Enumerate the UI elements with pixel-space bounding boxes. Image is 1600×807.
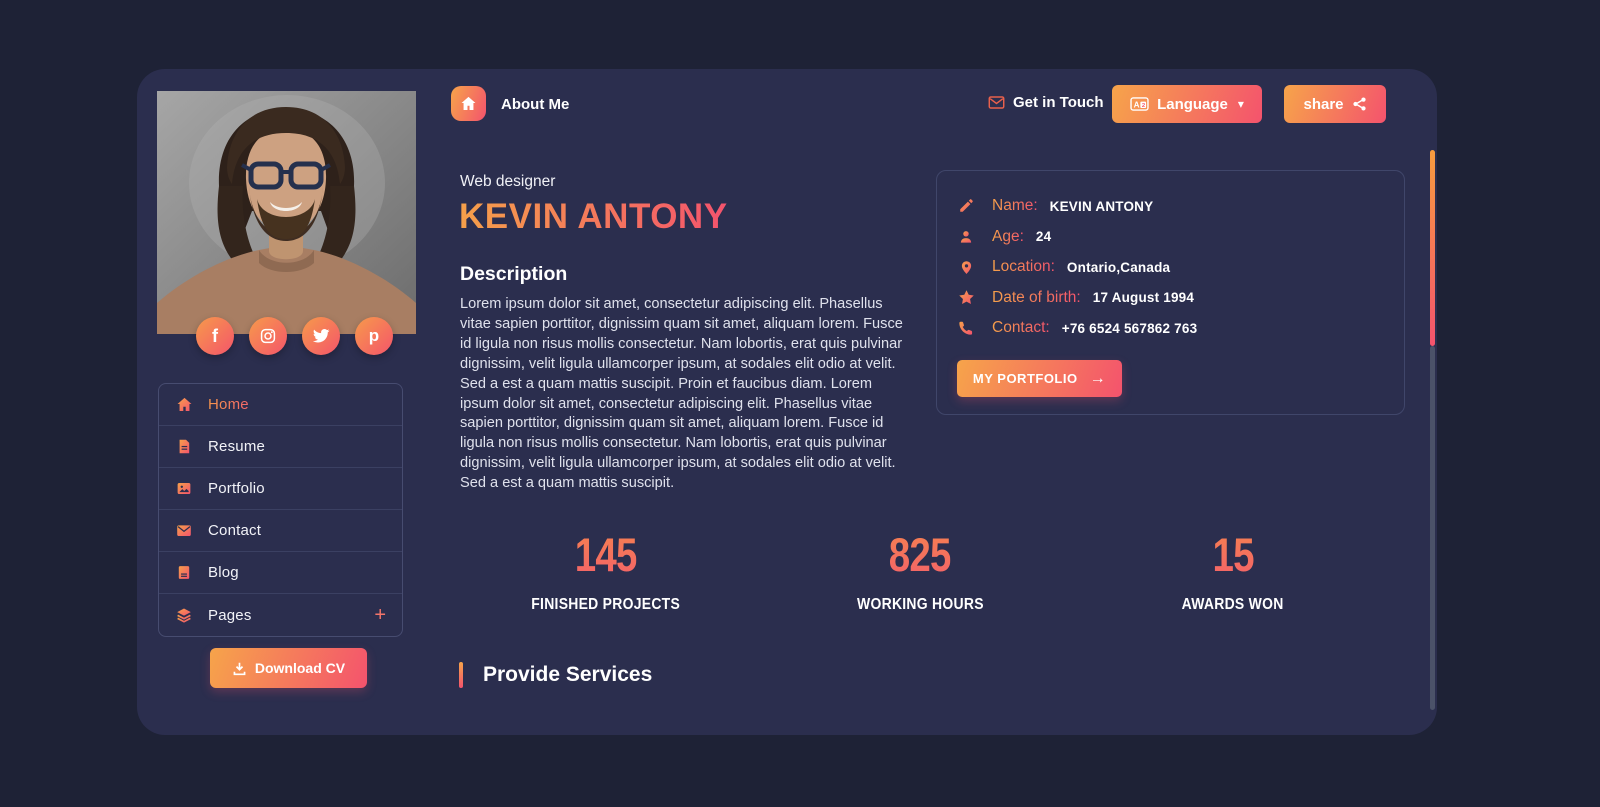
sidebar-item-contact[interactable]: Contact	[159, 510, 402, 552]
get-in-touch-link[interactable]: Get in Touch	[988, 94, 1104, 111]
sidebar-item-label: Contact	[208, 522, 262, 539]
phone-icon	[957, 320, 975, 336]
stat-finished-projects: 145 FINISHED PROJECTS	[456, 527, 756, 614]
info-label: Contact:	[992, 319, 1050, 337]
profile-photo	[157, 91, 416, 334]
pages-icon	[175, 606, 193, 624]
info-label: Name:	[992, 197, 1038, 215]
stat-label: AWARDS WON	[1182, 596, 1284, 613]
stat-awards-won: 15 AWARDS WON	[1083, 527, 1383, 614]
instagram-icon[interactable]	[249, 317, 287, 355]
translate-icon: A 2	[1130, 96, 1149, 112]
info-value: +76 6524 567862 763	[1061, 320, 1198, 336]
contact-icon	[175, 522, 193, 540]
description-text: Lorem ipsum dolor sit amet, consectetur …	[460, 296, 903, 492]
sidebar-item-label: Resume	[208, 438, 266, 455]
download-cv-label: Download CV	[254, 660, 346, 676]
chevron-down-icon: ▾	[1237, 97, 1244, 111]
language-label: Language	[1157, 95, 1228, 113]
twitter-icon[interactable]	[302, 317, 340, 355]
info-value: 24	[1035, 229, 1052, 245]
stat-value: 825	[889, 528, 952, 581]
star-icon	[957, 289, 975, 306]
info-label: Date of birth:	[992, 288, 1081, 306]
share-button[interactable]: share	[1284, 85, 1386, 123]
portfolio-icon	[175, 480, 193, 498]
scrollbar-track[interactable]	[1430, 346, 1435, 710]
section-accent-bar	[459, 662, 463, 688]
sidebar-item-label: Blog	[208, 564, 239, 581]
info-label: Age:	[992, 227, 1024, 245]
info-label: Location:	[992, 258, 1055, 276]
stat-value: 15	[1212, 528, 1254, 581]
my-portfolio-button[interactable]: MY PORTFOLIO →	[957, 360, 1122, 397]
description-heading: Description	[460, 263, 568, 285]
info-row-contact: Contact: +76 6524 567862 763	[957, 313, 1384, 344]
my-portfolio-label: MY PORTFOLIO	[972, 371, 1078, 386]
info-row-name: Name: KEVIN ANTONY	[957, 191, 1384, 222]
info-value: KEVIN ANTONY	[1049, 198, 1154, 214]
share-label: share	[1303, 95, 1344, 113]
svg-text:2: 2	[1142, 103, 1146, 109]
personal-info-card: Name: KEVIN ANTONY Age: 24 Location: Ont…	[936, 170, 1405, 415]
sidebar-item-label: Home	[208, 396, 249, 413]
sidebar-item-portfolio[interactable]: Portfolio	[159, 468, 402, 510]
get-in-touch-label: Get in Touch	[1013, 94, 1104, 111]
download-icon	[232, 661, 247, 676]
provide-services-heading: Provide Services	[483, 663, 653, 686]
info-value: Ontario,Canada	[1066, 259, 1171, 275]
pencil-icon	[957, 198, 975, 214]
home-icon	[175, 396, 193, 414]
facebook-icon[interactable]: f	[196, 317, 234, 355]
profile-role: Web designer	[460, 173, 556, 190]
stat-label: WORKING HOURS	[856, 596, 984, 613]
info-value: 17 August 1994	[1092, 290, 1195, 306]
pinterest-glyph: p	[368, 326, 380, 345]
instagram-glyph	[260, 328, 276, 344]
person-icon	[957, 229, 975, 245]
download-cv-button[interactable]: Download CV	[210, 648, 367, 688]
info-row-age: Age: 24	[957, 222, 1384, 253]
pinterest-icon[interactable]: p	[355, 317, 393, 355]
arrow-right-icon: →	[1089, 369, 1107, 387]
language-button[interactable]: A 2 Language ▾	[1112, 85, 1262, 123]
sidebar-item-resume[interactable]: Resume	[159, 426, 402, 468]
location-row: Location: Ontario,Canada	[957, 252, 1384, 283]
sidebar-item-blog[interactable]: Blog	[159, 552, 402, 594]
sidebar-menu: Home Resume Portfolio Contact Blog	[158, 383, 403, 637]
svg-text:A: A	[1134, 100, 1140, 109]
sidebar-item-home[interactable]: Home	[159, 384, 402, 426]
main-card: f p Home Resume	[137, 69, 1437, 735]
profile-name: KEVIN ANTONY	[459, 197, 728, 236]
pages-expand-icon[interactable]: +	[374, 604, 386, 626]
envelope-icon	[988, 95, 1005, 110]
facebook-glyph: f	[212, 325, 218, 346]
stat-value: 145	[575, 528, 638, 581]
social-links: f p	[196, 317, 393, 355]
blog-icon	[175, 564, 193, 582]
stat-working-hours: 825 WORKING HOURS	[770, 527, 1070, 614]
location-pin-icon	[957, 259, 975, 276]
share-icon	[1352, 96, 1367, 112]
stat-label: FINISHED PROJECTS	[531, 596, 681, 613]
sidebar-item-pages[interactable]: Pages +	[159, 594, 402, 636]
resume-icon	[175, 438, 193, 456]
home-icon	[461, 96, 476, 110]
page-title: About Me	[501, 96, 570, 113]
info-row-dob: Date of birth: 17 August 1994	[957, 283, 1384, 314]
sidebar-item-label: Portfolio	[208, 480, 265, 497]
twitter-glyph	[312, 329, 330, 343]
home-breadcrumb-button[interactable]	[451, 86, 486, 121]
scrollbar-thumb[interactable]	[1430, 150, 1435, 346]
sidebar-item-label: Pages	[208, 606, 252, 624]
